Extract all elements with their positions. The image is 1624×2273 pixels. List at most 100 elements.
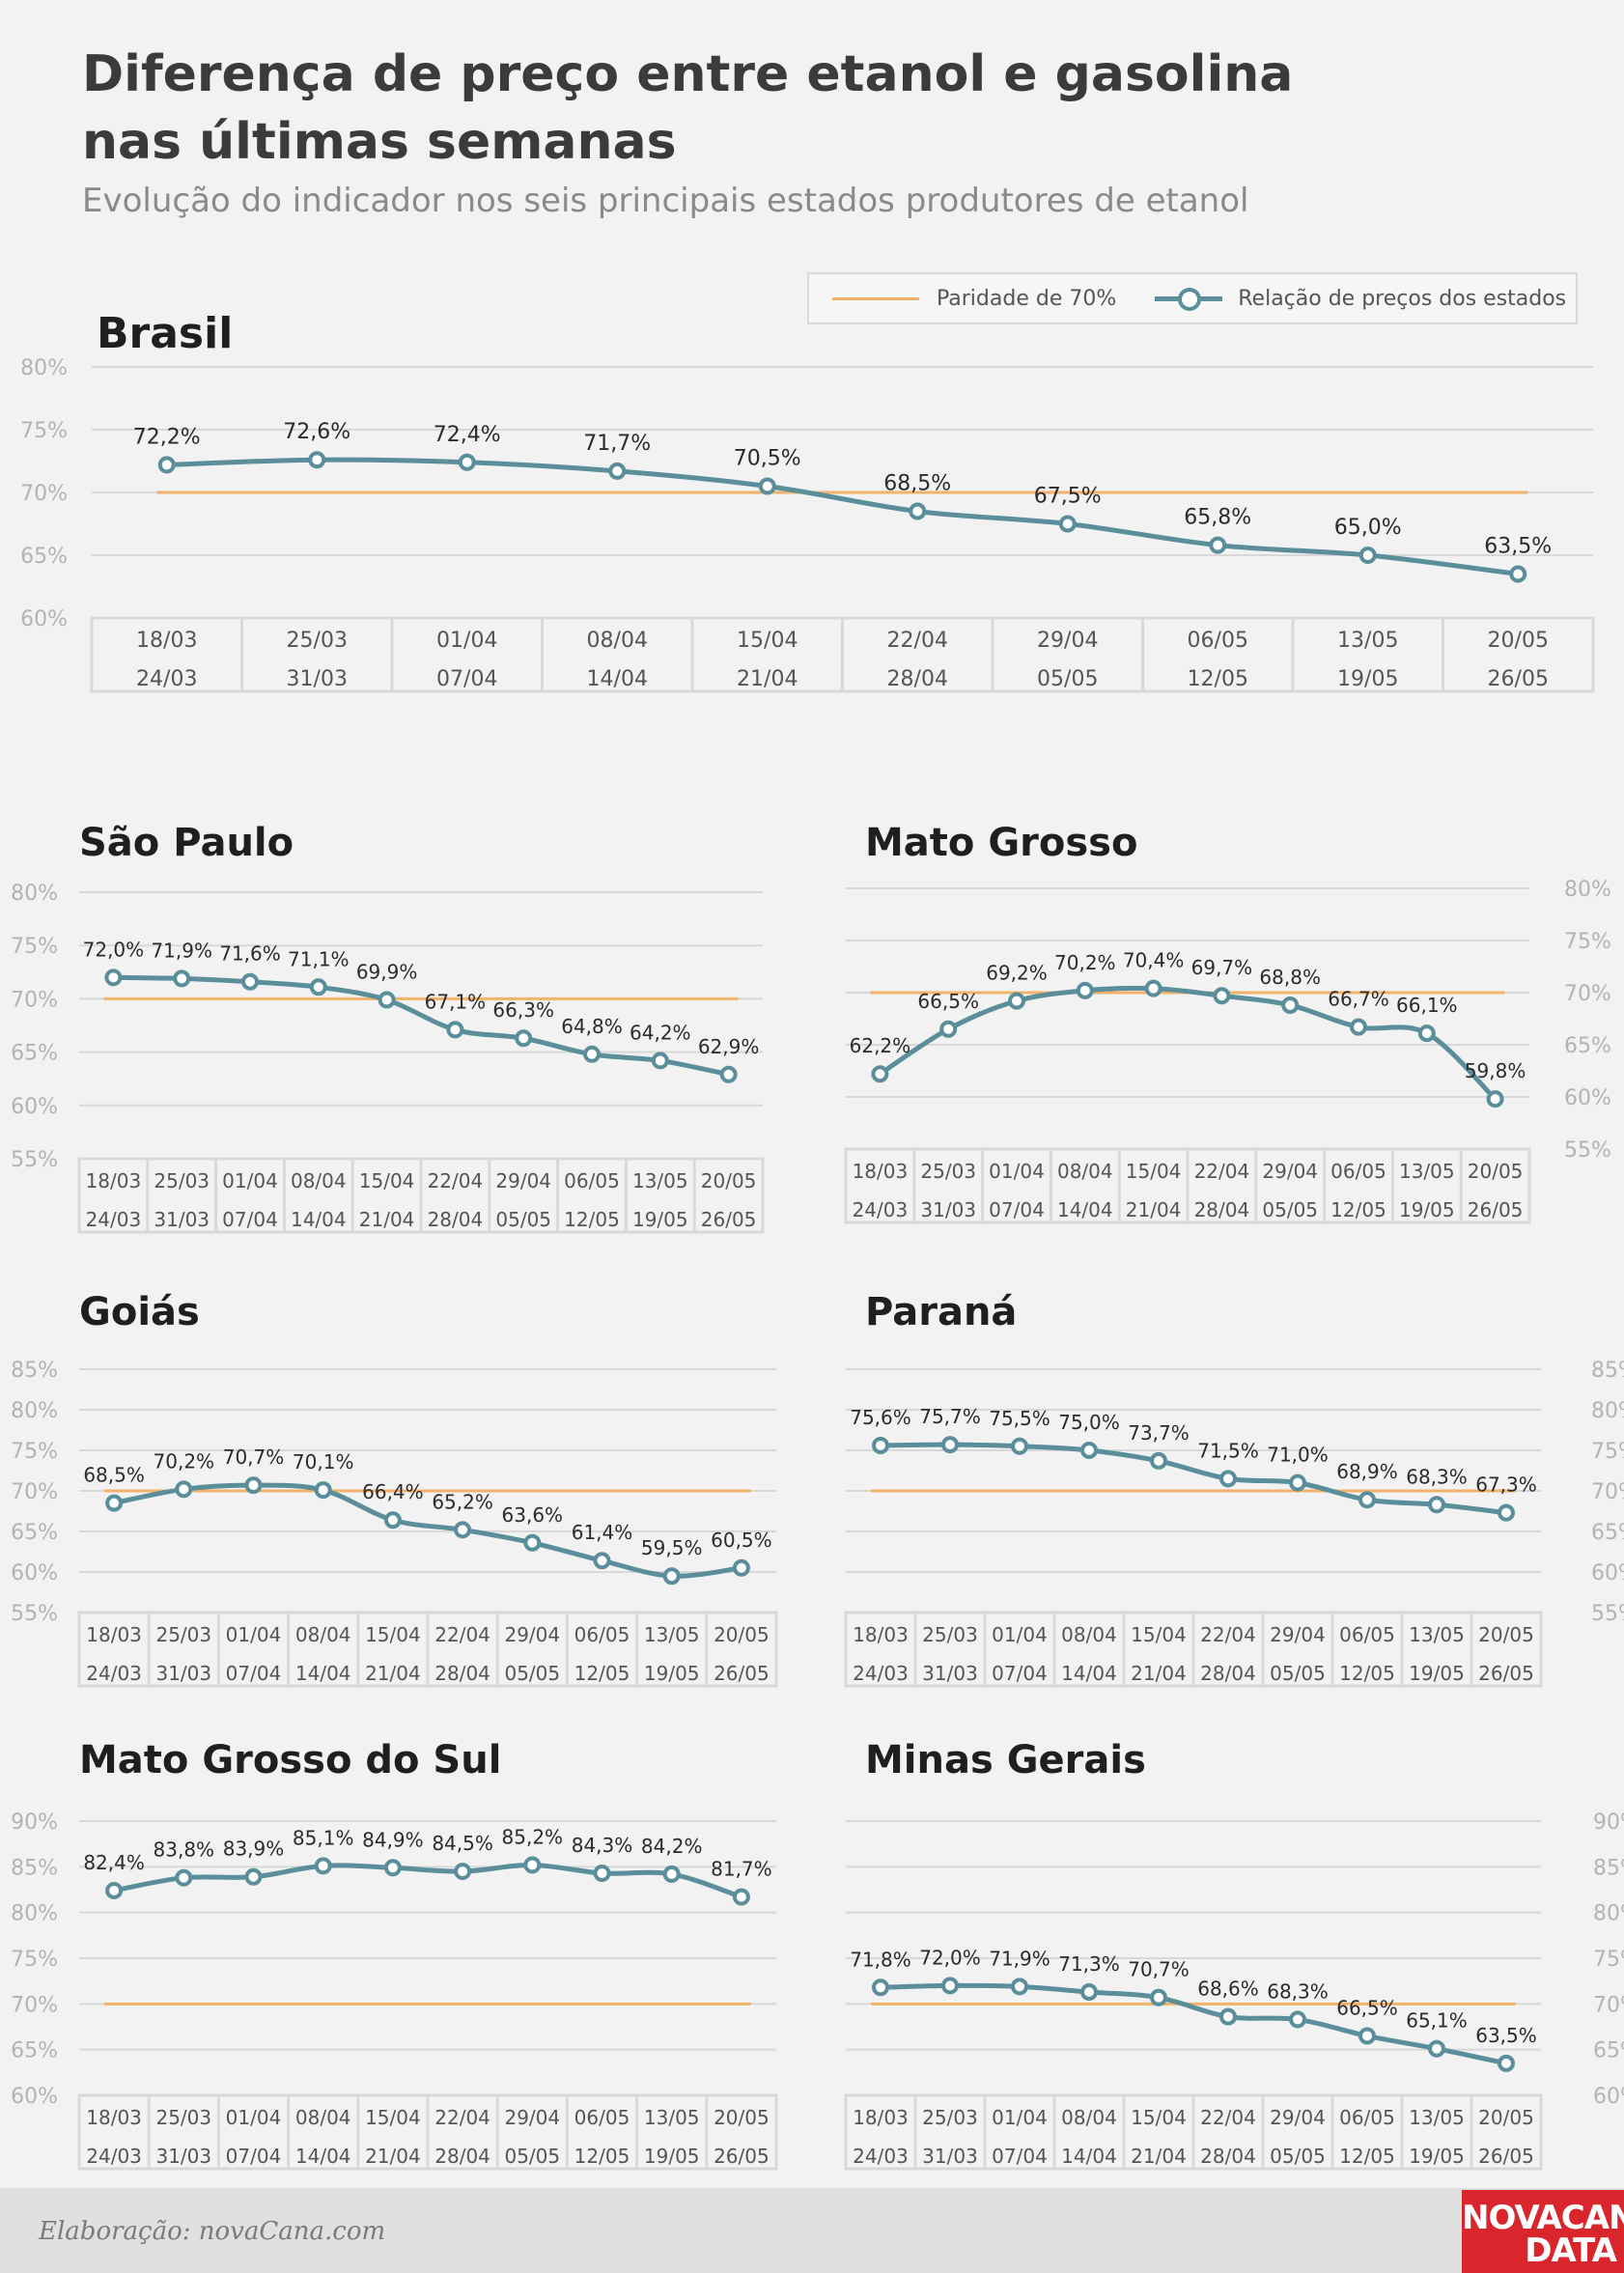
x-tick-label-end: 26/05 [1468, 1198, 1524, 1221]
y-tick-label: 65% [11, 1521, 58, 1545]
x-tick-label-start: 29/04 [495, 1169, 551, 1193]
x-tick-label-end: 19/05 [644, 2145, 700, 2168]
data-label: 65,2% [432, 1490, 493, 1513]
chart-svg: Mato Grosso 55% 60% 65% 70% 75% 80% 18/03 24/03 2… [844, 821, 1611, 1224]
y-tick-label: 90% [1593, 1810, 1624, 1835]
chart-title: Minas Gerais [865, 1738, 1146, 1782]
series-line [113, 974, 730, 1078]
series-line [113, 1482, 742, 1579]
x-tick-label-end: 31/03 [154, 1208, 210, 1231]
data-point [314, 1857, 332, 1875]
chart-legend: Paridade de 70% Relação de preços dos es… [807, 272, 1578, 324]
data-label: 63,5% [1484, 535, 1552, 559]
chart-title: Mato Grosso do Sul [79, 1738, 501, 1782]
ratio-legend-label: Relação de preços dos estados [1238, 286, 1567, 311]
x-tick-label-start: 29/04 [1262, 1160, 1318, 1183]
data-point [1358, 2027, 1376, 2045]
data-point [1011, 1978, 1028, 1996]
data-label: 69,2% [986, 962, 1048, 985]
data-point [383, 1511, 402, 1529]
y-tick-label: 65% [1591, 1521, 1624, 1545]
data-point [872, 1978, 889, 1997]
data-point [454, 1521, 472, 1539]
data-point [105, 1881, 124, 1899]
data-label: 62,2% [850, 1034, 911, 1057]
data-point [105, 1494, 124, 1512]
x-tick-label-start: 13/05 [1409, 2106, 1465, 2129]
data-label: 67,1% [425, 990, 487, 1013]
x-tick-label-start: 25/03 [920, 1160, 976, 1183]
x-tick-label-start: 06/05 [1330, 1160, 1386, 1183]
data-label: 60,5% [711, 1529, 772, 1552]
x-tick-label-end: 07/04 [226, 1662, 282, 1685]
y-tick-label: 55% [1591, 1602, 1624, 1626]
x-tick-label-end: 07/04 [222, 1208, 278, 1231]
x-tick-label-end: 24/03 [86, 1208, 142, 1231]
data-point [1417, 1024, 1436, 1043]
x-tick-label-end: 05/05 [1270, 1662, 1326, 1685]
data-point [593, 1552, 611, 1570]
data-label: 61,4% [572, 1521, 633, 1544]
y-tick-label: 75% [11, 1948, 58, 1972]
data-point [314, 1481, 332, 1500]
data-point [1428, 1496, 1445, 1514]
x-tick-label-end: 21/04 [365, 2145, 421, 2168]
x-tick-label-end: 12/05 [574, 2145, 630, 2168]
y-tick-label: 80% [20, 356, 68, 380]
x-tick-label-start: 20/05 [1468, 1160, 1524, 1183]
data-point [1058, 515, 1077, 533]
y-tick-label: 60% [1564, 1086, 1611, 1110]
x-tick-label-start: 01/04 [226, 1623, 282, 1646]
x-tick-label-end: 07/04 [436, 667, 497, 691]
x-tick-label-end: 21/04 [359, 1208, 415, 1231]
data-label: 72,0% [919, 1946, 981, 1969]
y-tick-label: 65% [11, 2039, 58, 2063]
data-label: 84,2% [641, 1835, 703, 1858]
data-label: 75,7% [919, 1405, 981, 1428]
data-label: 70,1% [293, 1450, 354, 1473]
data-label: 68,3% [1406, 1465, 1468, 1488]
data-point [1428, 2039, 1445, 2058]
data-label: 84,5% [432, 1832, 493, 1855]
y-tick-label: 75% [1593, 1948, 1624, 1972]
data-label: 65,0% [1334, 516, 1402, 540]
x-tick-label-start: 22/04 [428, 1169, 484, 1193]
y-tick-label: 70% [1564, 982, 1611, 1006]
x-tick-label-end: 31/03 [922, 2145, 978, 2168]
x-tick-label-end: 28/04 [1194, 1198, 1250, 1221]
x-tick-label-start: 18/03 [853, 1623, 909, 1646]
data-label: 72,4% [434, 423, 501, 447]
data-label: 66,5% [1336, 1996, 1398, 2019]
x-tick-label-end: 31/03 [922, 1662, 978, 1685]
x-tick-label-end: 28/04 [887, 667, 948, 691]
data-label: 66,1% [1396, 994, 1458, 1017]
x-tick-label-start: 25/03 [922, 1623, 978, 1646]
data-point [1219, 2007, 1237, 2026]
data-point [939, 1020, 958, 1038]
x-tick-label-end: 12/05 [1339, 1662, 1395, 1685]
x-tick-label-end: 21/04 [737, 667, 798, 691]
data-label: 64,2% [630, 1021, 691, 1044]
y-tick-label: 80% [1591, 1399, 1624, 1423]
data-point [1011, 1437, 1028, 1455]
x-tick-label-end: 26/05 [714, 1662, 770, 1685]
data-label: 71,1% [288, 947, 350, 970]
y-tick-label: 80% [11, 1902, 58, 1926]
data-point [309, 978, 327, 996]
data-point [157, 456, 176, 474]
y-tick-label: 55% [11, 1602, 58, 1626]
x-tick-label-end: 12/05 [564, 1208, 620, 1231]
x-tick-label-end: 26/05 [1478, 2145, 1534, 2168]
chart-sao-paulo: São Paulo 55% 60% 65% 70% 75% 80% 18/03 24/03 25/… [0, 811, 792, 1246]
x-tick-label-start: 13/05 [644, 1623, 700, 1646]
data-point [523, 1533, 542, 1552]
data-label: 66,7% [1328, 988, 1389, 1011]
x-tick-label-start: 15/04 [737, 629, 798, 653]
data-point [872, 1436, 889, 1454]
chart-goias: Goiás 55% 60% 65% 70% 75% 80% 85% 18/03 24/03 25/0… [0, 1290, 792, 1699]
data-point [1150, 1988, 1167, 2006]
data-label: 68,6% [1197, 1978, 1259, 2001]
x-tick-label-start: 01/04 [222, 1169, 278, 1193]
y-tick-label: 65% [1593, 2039, 1624, 2063]
data-point [909, 502, 927, 520]
